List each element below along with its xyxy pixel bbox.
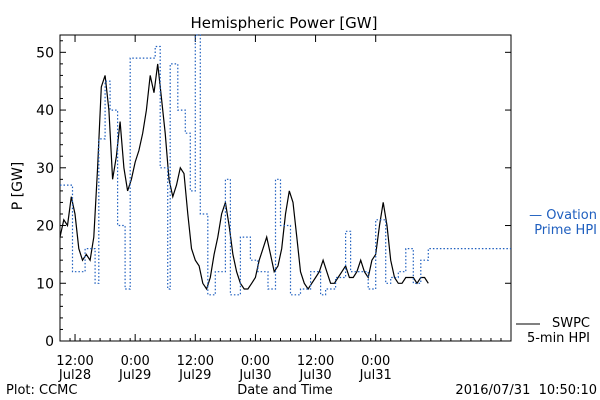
chart-title: Hemispheric Power [GW] [191,14,378,32]
x-tick-label-date: Jul30 [298,368,331,383]
x-tick-label-time: 12:00 [177,354,214,369]
plot-frame [59,34,512,342]
legend-swpc: SWPC 5-min HPI [516,316,590,346]
series-layer [59,34,511,296]
x-tick-label-date: Jul31 [359,368,392,383]
x-tick-label-date: Jul28 [58,368,91,383]
plot-timestamp: 2016/07/31 10:50:10 [455,383,597,398]
y-tick-label: 50 [36,45,54,61]
x-tick-label-time: 12:00 [297,354,334,369]
x-tick-label-time: 0:00 [361,354,390,369]
legend-swpc-line1: SWPC [552,316,590,331]
x-tick-label-time: 0:00 [121,354,150,369]
x-tick-label-date: Jul29 [178,368,211,383]
x-axis: 12:00Jul280:00Jul2912:00Jul290:00Jul3012… [56,35,512,383]
y-tick-label: 40 [36,103,54,119]
series-swpc-5min-hpi [59,63,429,291]
legend-ovation: — Ovation Prime HPI [529,208,597,238]
x-tick-label-time: 0:00 [241,354,270,369]
y-tick-label: 0 [45,334,54,350]
x-tick-label-date: Jul30 [238,368,271,383]
y-tick-label: 20 [36,219,54,235]
y-tick-label: 10 [36,276,54,292]
y-axis-label: P [GW] [10,162,26,211]
series-ovation-prime-hpi [60,34,511,296]
x-tick-label-date: Jul29 [118,368,151,383]
legend-ovation-line1: — Ovation [529,208,597,223]
plot-credit: Plot: CCMC [6,383,77,398]
y-tick-label: 30 [36,161,54,177]
x-tick-label-time: 12:00 [56,354,93,369]
legend-ovation-line2: Prime HPI [534,223,597,238]
legend-swpc-line2: 5-min HPI [527,331,590,346]
x-axis-label: Date and Time [237,383,333,398]
y-axis: 0 10 20 30 40 50 [36,40,511,350]
